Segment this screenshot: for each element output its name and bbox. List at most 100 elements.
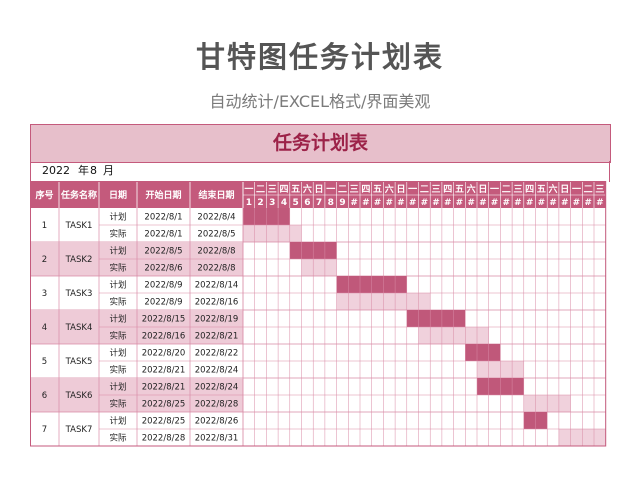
day-label: # <box>350 198 358 208</box>
actual-start-date[interactable]: 2022/8/6 <box>144 264 182 274</box>
actual-start-date[interactable]: 2022/8/9 <box>144 298 182 308</box>
actual-type-label: 实际 <box>109 399 127 410</box>
weekday-label: 五 <box>537 184 546 195</box>
plan-end-date[interactable]: 2022/8/24 <box>195 383 239 393</box>
plan-start-date[interactable]: 2022/8/5 <box>144 247 182 257</box>
day-label: # <box>514 198 522 208</box>
header-type: 日期 <box>109 189 127 201</box>
day-label: # <box>432 198 440 208</box>
plan-bar <box>465 344 501 361</box>
gantt-grid: 序号 任务名称 日期 开始日期 结束日期一1二2三3四4五5六6日7一8二9三#四#五#… <box>30 161 610 447</box>
weekday-label: 二 <box>256 185 265 195</box>
plan-type-label: 计划 <box>109 382 126 393</box>
header-no: 序号 <box>35 189 53 201</box>
actual-start-date[interactable]: 2022/8/25 <box>142 400 186 410</box>
task-no: 1 <box>42 221 47 231</box>
actual-end-date[interactable]: 2022/8/31 <box>195 434 239 444</box>
day-label: # <box>397 198 405 208</box>
task-no: 6 <box>42 391 47 401</box>
day-label: 7 <box>316 198 322 208</box>
plan-start-date[interactable]: 2022/8/21 <box>142 383 186 393</box>
month-unit: 月 <box>103 164 114 177</box>
actual-type-label: 实际 <box>109 433 127 444</box>
day-label: 9 <box>339 198 345 208</box>
plan-end-date[interactable]: 2022/8/22 <box>195 349 239 359</box>
weekday-label: 四 <box>443 184 452 195</box>
year-value[interactable]: 2022 <box>42 164 70 177</box>
day-label: # <box>502 198 510 208</box>
weekday-label: 四 <box>361 184 370 195</box>
weekday-label: 三 <box>595 184 604 195</box>
plan-start-date[interactable]: 2022/8/9 <box>144 281 182 291</box>
weekday-label: 二 <box>420 185 429 195</box>
weekday-label: 日 <box>560 184 569 195</box>
weekday-label: 三 <box>432 184 441 195</box>
plan-type-label: 计划 <box>109 348 126 359</box>
plan-start-date[interactable]: 2022/8/25 <box>142 417 186 427</box>
actual-type-label: 实际 <box>109 331 127 342</box>
weekday-label: 六 <box>385 183 394 195</box>
actual-start-date[interactable]: 2022/8/28 <box>142 434 186 444</box>
plan-end-date[interactable]: 2022/8/26 <box>195 417 239 427</box>
day-label: # <box>479 198 487 208</box>
day-label: 3 <box>269 198 275 208</box>
actual-bar <box>301 259 337 276</box>
header-task: 任务名称 <box>60 189 97 201</box>
plan-type-label: 计划 <box>109 280 126 291</box>
task-name[interactable]: TASK4 <box>65 323 93 333</box>
plan-end-date[interactable]: 2022/8/14 <box>195 281 239 291</box>
task-name[interactable]: TASK6 <box>65 391 93 401</box>
weekday-label: 四 <box>525 184 534 195</box>
actual-end-date[interactable]: 2022/8/28 <box>195 400 239 410</box>
weekday-label: 一 <box>244 185 253 195</box>
plan-start-date[interactable]: 2022/8/1 <box>144 213 182 223</box>
plan-type-label: 计划 <box>109 416 126 427</box>
actual-end-date[interactable]: 2022/8/8 <box>197 264 235 274</box>
task-name[interactable]: TASK3 <box>65 289 93 299</box>
task-no: 2 <box>42 255 47 265</box>
actual-start-date[interactable]: 2022/8/1 <box>144 230 182 240</box>
actual-end-date[interactable]: 2022/8/21 <box>195 332 239 342</box>
day-label: # <box>409 198 417 208</box>
actual-end-date[interactable]: 2022/8/24 <box>195 366 239 376</box>
actual-bar <box>243 225 302 242</box>
day-label: # <box>467 198 475 208</box>
sheet-title: 任务计划表 <box>30 124 611 163</box>
actual-start-date[interactable]: 2022/8/21 <box>142 366 186 376</box>
month-value[interactable]: 8 <box>90 164 97 177</box>
day-label: # <box>444 198 452 208</box>
actual-end-date[interactable]: 2022/8/16 <box>195 298 239 308</box>
day-label: # <box>573 198 581 208</box>
day-label: 2 <box>257 198 263 208</box>
plan-start-date[interactable]: 2022/8/15 <box>142 315 186 325</box>
actual-start-date[interactable]: 2022/8/16 <box>142 332 186 342</box>
day-label: # <box>549 198 557 208</box>
day-label: # <box>596 198 604 208</box>
day-label: # <box>362 198 370 208</box>
plan-end-date[interactable]: 2022/8/19 <box>195 315 239 325</box>
task-name[interactable]: TASK7 <box>65 425 93 435</box>
plan-end-date[interactable]: 2022/8/8 <box>197 247 235 257</box>
weekday-label: 五 <box>455 184 464 195</box>
weekday-label: 四 <box>279 184 288 195</box>
date-row: 2022 年 8 月 <box>30 163 610 179</box>
weekday-label: 一 <box>326 185 335 195</box>
year-unit: 年 <box>78 164 89 177</box>
page-title: 甘特图任务计划表 <box>195 40 444 74</box>
weekday-label: 三 <box>513 184 522 195</box>
day-label: # <box>526 198 534 208</box>
task-name[interactable]: TASK2 <box>65 255 93 265</box>
plan-start-date[interactable]: 2022/8/20 <box>142 349 186 359</box>
actual-type-label: 实际 <box>109 297 127 308</box>
day-label: 8 <box>328 198 334 208</box>
plan-bar <box>406 310 466 327</box>
weekday-label: 六 <box>467 183 476 195</box>
plan-end-date[interactable]: 2022/8/4 <box>197 213 235 223</box>
plan-type-label: 计划 <box>109 246 126 257</box>
task-name[interactable]: TASK1 <box>65 221 93 231</box>
task-name[interactable]: TASK5 <box>65 357 93 367</box>
page-subtitle: 自动统计/EXCEL格式/界面美观 <box>209 92 431 111</box>
day-label: 4 <box>281 198 287 208</box>
day-label: # <box>584 198 592 208</box>
actual-end-date[interactable]: 2022/8/5 <box>197 230 235 240</box>
